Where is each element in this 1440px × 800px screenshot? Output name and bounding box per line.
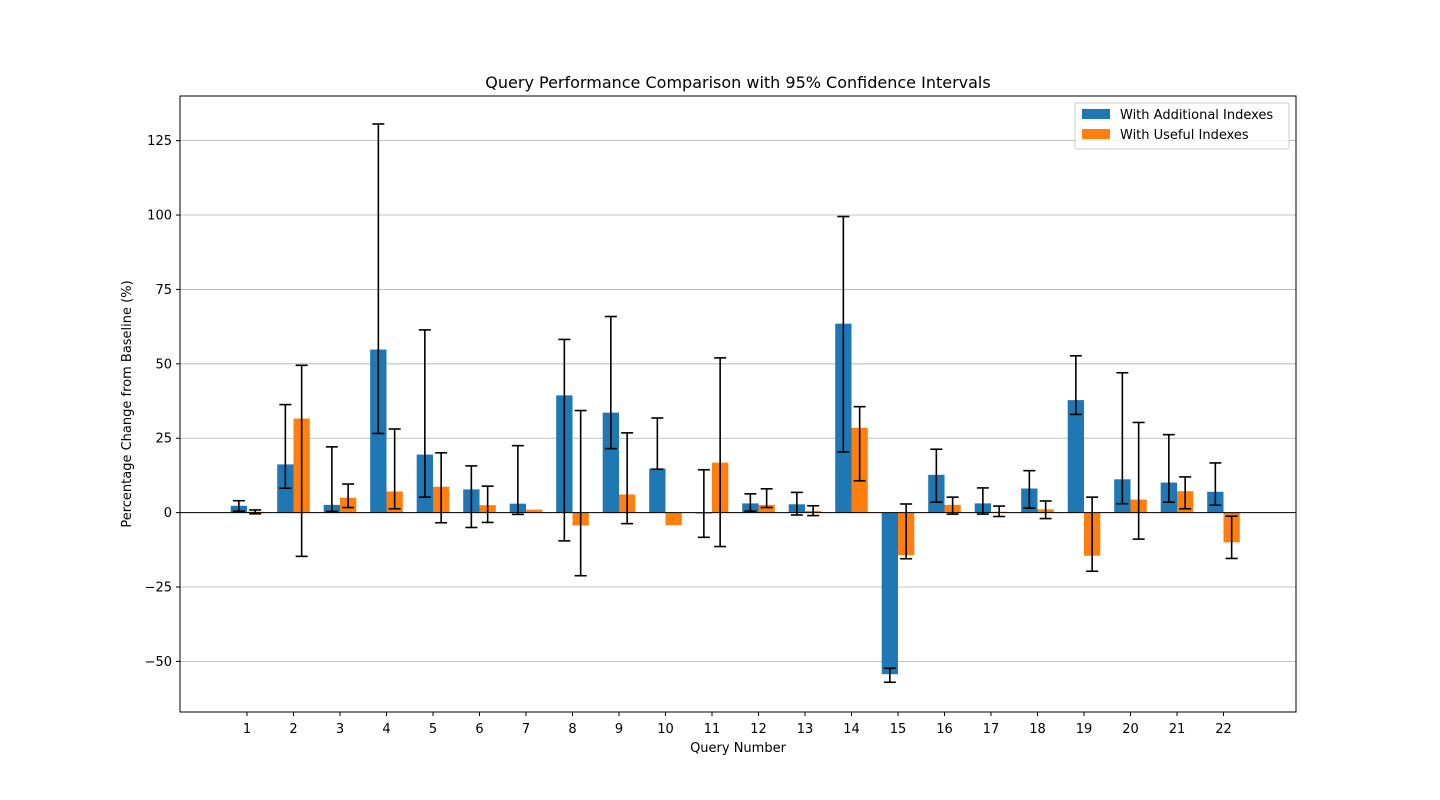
legend-box [1074,102,1290,150]
plot-frame [179,95,1297,713]
bar [526,509,543,513]
x-tick-label: 12 [750,722,767,737]
x-tick-label: 2 [289,722,297,737]
x-tick-label: 8 [568,722,576,737]
bar [665,512,682,526]
x-tick-label: 14 [843,722,860,737]
y-axis-ticks: −50 −25 0 25 50 75 100 125 [145,134,180,670]
x-axis-ticks: 1 2 3 4 5 6 7 8 9 10 11 12 13 14 15 16 17 18 19 20 21 22 [243,712,1232,737]
x-tick-label: 10 [657,722,674,737]
y-tick-label: −50 [145,655,172,670]
x-tick-label: 1 [243,722,251,737]
bar [602,412,619,513]
x-tick-label: 6 [475,722,483,737]
x-tick-label: 21 [1169,722,1186,737]
bar [649,468,666,513]
legend-swatch-additional-indexes [1082,109,1110,119]
x-tick-label: 7 [522,722,530,737]
grid-lines [180,140,1296,662]
x-tick-label: 18 [1029,722,1046,737]
legend-label-additional-indexes: With Additional Indexes [1120,108,1273,123]
x-tick-label: 17 [983,722,1000,737]
legend-swatch-useful-indexes [1082,129,1110,139]
y-tick-label: 0 [164,506,172,521]
x-tick-label: 20 [1122,722,1139,737]
x-tick-label: 22 [1215,722,1232,737]
y-tick-label: 75 [155,283,172,298]
y-tick-label: 50 [155,357,172,372]
bar [881,512,898,675]
chart-title: Query Performance Comparison with 95% Co… [485,73,990,92]
error-bars [232,123,1238,684]
x-tick-label: 16 [936,722,953,737]
x-tick-label: 11 [704,722,721,737]
bar [758,504,775,513]
x-tick-label: 9 [615,722,623,737]
legend: With Additional Indexes With Useful Inde… [1074,102,1290,150]
x-tick-label: 15 [890,722,907,737]
y-tick-label: 25 [155,432,172,447]
x-tick-label: 3 [336,722,344,737]
x-axis-label: Query Number [690,741,787,756]
y-tick-label: 100 [147,209,172,224]
y-tick-label: −25 [145,581,172,596]
bar [1067,400,1084,513]
y-axis-label: Percentage Change from Baseline (%) [120,280,135,527]
x-tick-label: 4 [382,722,390,737]
x-tick-label: 5 [429,722,437,737]
y-tick-label: 125 [147,134,172,149]
bars [230,323,1240,675]
x-tick-label: 13 [797,722,814,737]
x-tick-label: 19 [1076,722,1093,737]
legend-label-useful-indexes: With Useful Indexes [1120,128,1249,143]
